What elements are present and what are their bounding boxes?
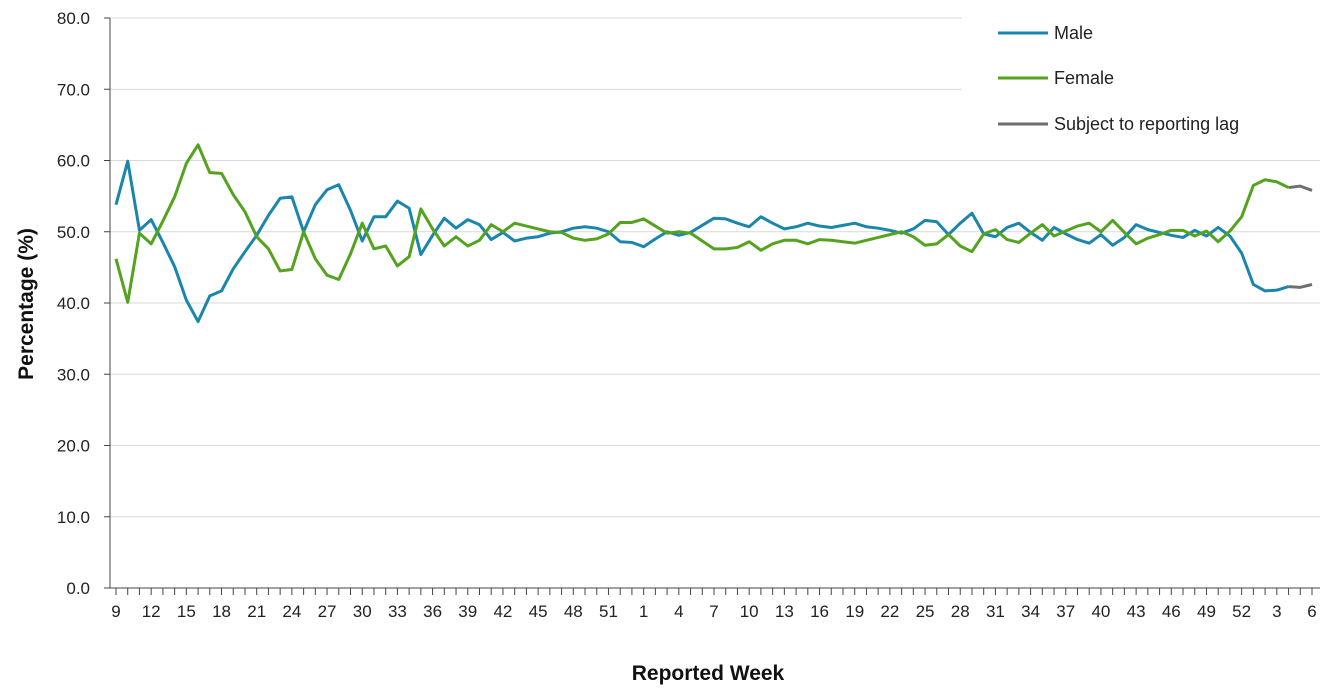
x-tick-label: 43	[1127, 602, 1146, 621]
grid-lines	[110, 17, 1320, 518]
x-axis-title: Reported Week	[632, 662, 785, 685]
y-tick-label: 50.0	[57, 223, 90, 242]
series-lines	[114, 143, 1313, 324]
legend-background	[962, 6, 1332, 156]
y-tick-label: 20.0	[57, 437, 90, 456]
x-tick-label: 16	[810, 602, 829, 621]
x-tick-label: 22	[880, 602, 899, 621]
x-tick-label: 46	[1162, 602, 1181, 621]
x-tick-label: 36	[423, 602, 442, 621]
x-tick-label: 9	[111, 602, 120, 621]
legend-label-male: Male	[1054, 23, 1093, 43]
x-tick-label: 25	[916, 602, 935, 621]
x-tick-label: 34	[1021, 602, 1040, 621]
x-tick-label: 40	[1091, 602, 1110, 621]
x-tick-label: 48	[564, 602, 583, 621]
y-tick-label: 70.0	[57, 80, 90, 99]
legend-label-reporting-lag: Subject to reporting lag	[1054, 114, 1239, 134]
axes: 0.010.020.030.040.050.060.070.080.09 12 15…	[57, 9, 1320, 621]
x-tick-label: 19	[845, 602, 864, 621]
y-tick-label: 40.0	[57, 294, 90, 313]
x-tick-label: 42	[493, 602, 512, 621]
series-line-female	[114, 143, 1290, 304]
legend: Male Female Subject to reporting lag	[962, 6, 1332, 156]
x-tick-label: 45	[529, 602, 548, 621]
legend-label-female: Female	[1054, 68, 1114, 88]
x-tick-label: 3	[1272, 602, 1281, 621]
x-tick-label: 18	[212, 602, 231, 621]
y-tick-label: 10.0	[57, 508, 90, 527]
x-tick-label: 33	[388, 602, 407, 621]
x-tick-label: 1	[639, 602, 648, 621]
x-tick-label: 12	[142, 602, 161, 621]
x-tick-label: 27	[318, 602, 337, 621]
y-tick-label: 80.0	[57, 9, 90, 28]
y-tick-label: 60.0	[57, 152, 90, 171]
series-line-male-reporting-lag	[1288, 283, 1313, 289]
series-line-female-reporting-lag	[1288, 184, 1313, 192]
x-tick-label: 49	[1197, 602, 1216, 621]
y-tick-label: 30.0	[57, 365, 90, 384]
x-tick-label: 15	[177, 602, 196, 621]
x-tick-label: 39	[458, 602, 477, 621]
y-tick-label: 0.0	[66, 579, 90, 598]
series-line-male	[114, 159, 1289, 324]
x-tick-label: 28	[951, 602, 970, 621]
x-tick-label: 13	[775, 602, 794, 621]
x-tick-label: 30	[353, 602, 372, 621]
x-tick-label: 31	[986, 602, 1005, 621]
x-tick-label: 10	[740, 602, 759, 621]
y-axis-title: Percentage (%)	[15, 228, 38, 380]
x-tick-label: 52	[1232, 602, 1251, 621]
x-tick-label: 51	[599, 602, 618, 621]
x-tick-label: 4	[674, 602, 683, 621]
x-tick-label: 7	[709, 602, 718, 621]
x-tick-label: 24	[282, 602, 301, 621]
x-tick-label: 21	[247, 602, 266, 621]
x-tick-label: 37	[1056, 602, 1075, 621]
x-tick-label: 6	[1307, 602, 1316, 621]
